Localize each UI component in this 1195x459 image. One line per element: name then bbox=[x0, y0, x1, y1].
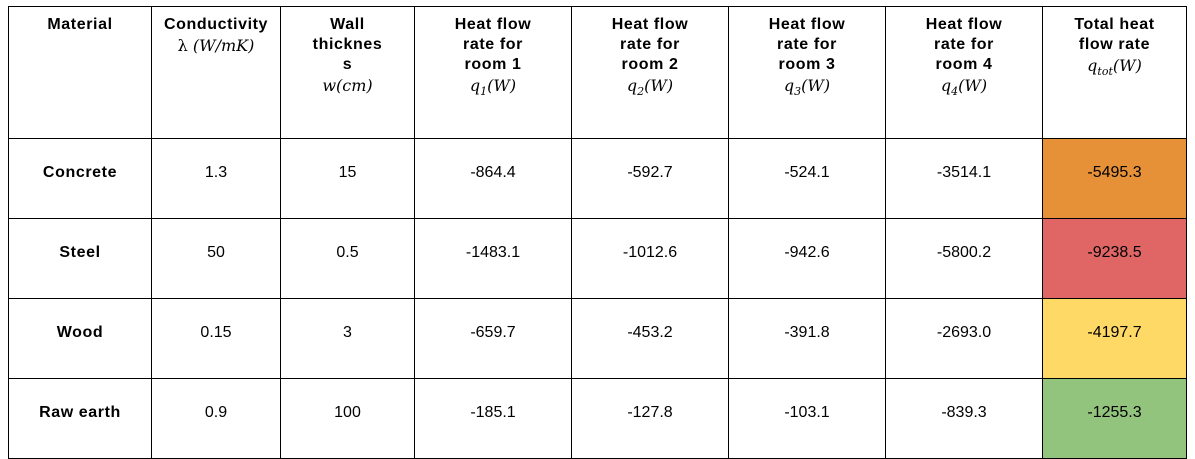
header-room-4: Heat flow rate for room 4 q4(W) bbox=[885, 6, 1043, 139]
formula-symbol: w bbox=[322, 76, 337, 95]
thickness-cell: 100 bbox=[280, 378, 415, 459]
wall-formula: w(cm) bbox=[285, 76, 410, 96]
room2-cell: -127.8 bbox=[571, 378, 729, 459]
header-room1-line-3: room 1 bbox=[464, 56, 522, 73]
conductivity-cell: 1.3 bbox=[151, 138, 281, 219]
header-room-1: Heat flow rate for room 1 q1(W) bbox=[414, 6, 572, 139]
total-cell: -5495.3 bbox=[1042, 138, 1187, 219]
room3-cell: -524.1 bbox=[728, 138, 886, 219]
header-room2-line-2: rate for bbox=[620, 36, 680, 53]
formula-unit: (W) bbox=[487, 76, 517, 95]
header-material: Material bbox=[8, 6, 152, 139]
header-wall-line-2: thicknes bbox=[312, 36, 383, 53]
formula-subscript: 3 bbox=[794, 85, 802, 99]
header-room4-line-2: rate for bbox=[934, 36, 994, 53]
header-room1-line-1: Heat flow bbox=[454, 16, 532, 33]
heat-flow-table: Material Conductivity λ (W/mK) Wall thic… bbox=[8, 6, 1187, 459]
room2-cell: -592.7 bbox=[571, 138, 729, 219]
material-cell: Wood bbox=[8, 298, 152, 379]
thickness-cell: 3 bbox=[280, 298, 415, 379]
formula-unit: (W) bbox=[1112, 56, 1142, 75]
formula-symbol: λ bbox=[177, 36, 188, 55]
material-cell: Raw earth bbox=[8, 378, 152, 459]
total-formula: qtot(W) bbox=[1047, 56, 1182, 82]
thickness-cell: 15 bbox=[280, 138, 415, 219]
header-wall-line-1: Wall bbox=[330, 16, 365, 33]
room1-cell: -864.4 bbox=[414, 138, 572, 219]
header-conductivity: Conductivity λ (W/mK) bbox=[151, 6, 281, 139]
table-row: Concrete 1.3 15 -864.4 -592.7 -524.1 -35… bbox=[8, 138, 1187, 219]
header-room3-line-2: rate for bbox=[777, 36, 837, 53]
formula-subscript: 2 bbox=[637, 85, 645, 99]
room3-formula: q3(W) bbox=[733, 76, 881, 102]
room4-cell: -2693.0 bbox=[885, 298, 1043, 379]
material-cell: Concrete bbox=[8, 138, 152, 219]
header-wall-thickness: Wall thicknes s w(cm) bbox=[280, 6, 415, 139]
room1-cell: -1483.1 bbox=[414, 218, 572, 299]
header-total-line-2: flow rate bbox=[1078, 36, 1151, 53]
room3-cell: -942.6 bbox=[728, 218, 886, 299]
room3-cell: -103.1 bbox=[728, 378, 886, 459]
formula-unit: (W/mK) bbox=[192, 36, 255, 55]
table-row: Wood 0.15 3 -659.7 -453.2 -391.8 -2693.0… bbox=[8, 298, 1187, 379]
conductivity-formula: λ (W/mK) bbox=[156, 36, 276, 56]
formula-unit: (cm) bbox=[336, 76, 373, 95]
formula-symbol: q bbox=[783, 76, 795, 95]
header-material-line-1: Material bbox=[47, 16, 113, 33]
header-room4-line-1: Heat flow bbox=[925, 16, 1003, 33]
room3-cell: -391.8 bbox=[728, 298, 886, 379]
conductivity-cell: 50 bbox=[151, 218, 281, 299]
formula-symbol: q bbox=[1087, 56, 1098, 75]
header-room-3: Heat flow rate for room 3 q3(W) bbox=[728, 6, 886, 139]
total-cell: -4197.7 bbox=[1042, 298, 1187, 379]
room4-formula: q4(W) bbox=[890, 76, 1038, 102]
room4-cell: -839.3 bbox=[885, 378, 1043, 459]
conductivity-cell: 0.9 bbox=[151, 378, 281, 459]
total-cell: -9238.5 bbox=[1042, 218, 1187, 299]
room2-cell: -1012.6 bbox=[571, 218, 729, 299]
header-room3-line-3: room 3 bbox=[778, 56, 836, 73]
room1-cell: -659.7 bbox=[414, 298, 572, 379]
material-cell: Steel bbox=[8, 218, 152, 299]
header-room1-line-2: rate for bbox=[463, 36, 523, 53]
header-wall-line-3: s bbox=[342, 56, 353, 73]
room1-formula: q1(W) bbox=[419, 76, 567, 102]
formula-symbol: q bbox=[626, 76, 638, 95]
header-room2-line-3: room 2 bbox=[621, 56, 679, 73]
conductivity-cell: 0.15 bbox=[151, 298, 281, 379]
room2-formula: q2(W) bbox=[576, 76, 724, 102]
formula-symbol: q bbox=[469, 76, 481, 95]
room4-cell: -3514.1 bbox=[885, 138, 1043, 219]
header-total: Total heat flow rate qtot(W) bbox=[1042, 6, 1187, 139]
header-room3-line-1: Heat flow bbox=[768, 16, 846, 33]
header-room-2: Heat flow rate for room 2 q2(W) bbox=[571, 6, 729, 139]
formula-unit: (W) bbox=[801, 76, 831, 95]
header-total-line-1: Total heat bbox=[1074, 16, 1155, 33]
room1-cell: -185.1 bbox=[414, 378, 572, 459]
table-row: Raw earth 0.9 100 -185.1 -127.8 -103.1 -… bbox=[8, 378, 1187, 459]
table-row: Steel 50 0.5 -1483.1 -1012.6 -942.6 -580… bbox=[8, 218, 1187, 299]
header-row: Material Conductivity λ (W/mK) Wall thic… bbox=[8, 6, 1187, 139]
formula-unit: (W) bbox=[644, 76, 674, 95]
formula-subscript: tot bbox=[1097, 65, 1113, 79]
total-cell: -1255.3 bbox=[1042, 378, 1187, 459]
room2-cell: -453.2 bbox=[571, 298, 729, 379]
header-room4-line-3: room 4 bbox=[935, 56, 993, 73]
formula-subscript: 1 bbox=[480, 85, 488, 99]
formula-unit: (W) bbox=[958, 76, 988, 95]
header-conductivity-line-1: Conductivity bbox=[163, 16, 269, 33]
formula-subscript: 4 bbox=[951, 85, 959, 99]
thickness-cell: 0.5 bbox=[280, 218, 415, 299]
room4-cell: -5800.2 bbox=[885, 218, 1043, 299]
header-room2-line-1: Heat flow bbox=[611, 16, 689, 33]
formula-symbol: q bbox=[940, 76, 952, 95]
